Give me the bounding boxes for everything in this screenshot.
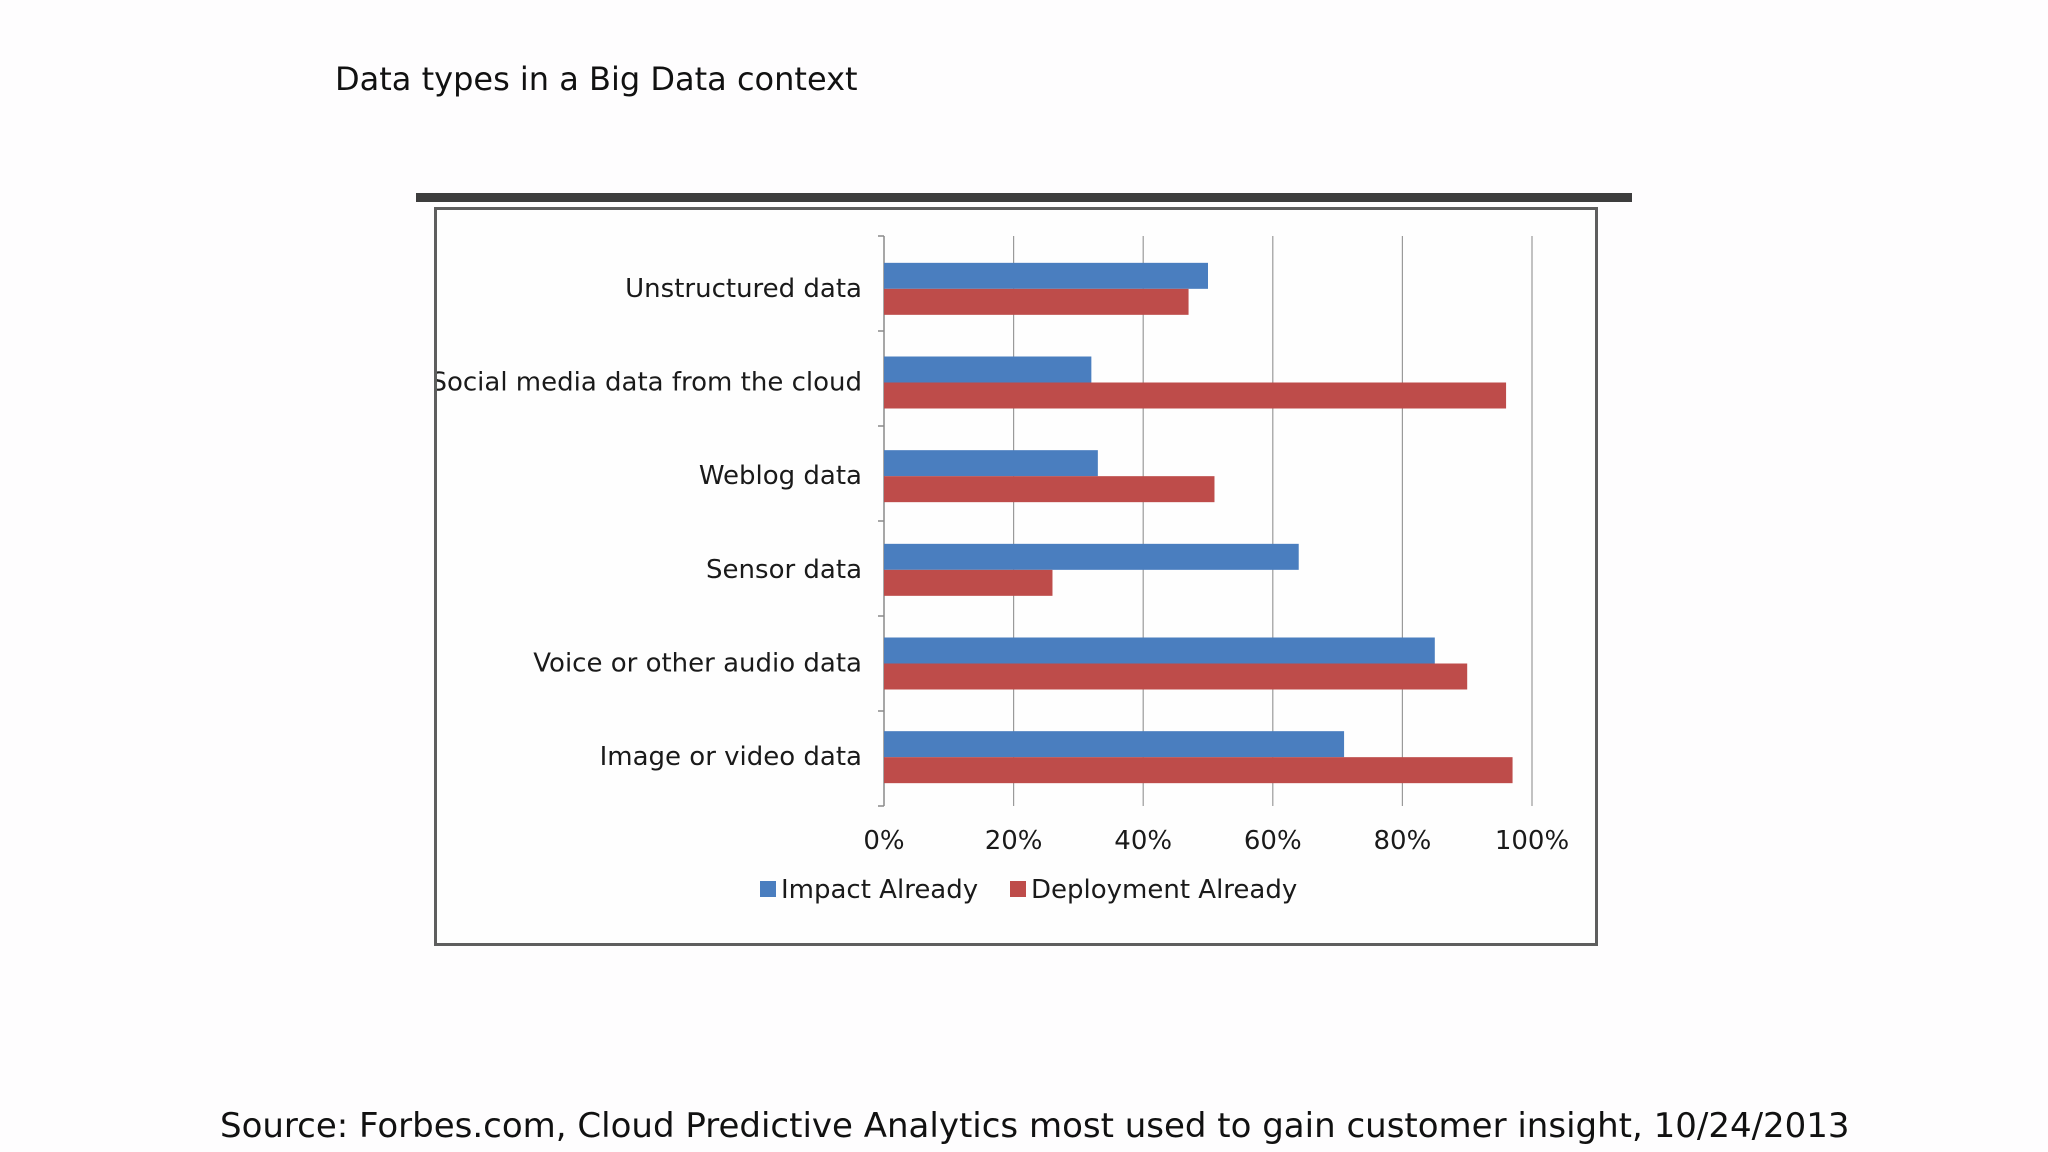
legend-swatch bbox=[1010, 881, 1026, 897]
category-label: Weblog data bbox=[699, 461, 862, 491]
category-label: Image or video data bbox=[600, 742, 862, 772]
bar-chart: Unstructured data Social media data from … bbox=[437, 235, 1569, 905]
legend-swatch bbox=[760, 881, 776, 897]
x-tick-label: 60% bbox=[1244, 826, 1302, 856]
category-label: Social media data from the cloud bbox=[437, 368, 862, 398]
deployment-bar bbox=[884, 288, 1189, 315]
legend-label: Impact Already bbox=[781, 875, 978, 905]
x-tick-label: 20% bbox=[985, 826, 1043, 856]
impact-bar bbox=[884, 356, 1092, 383]
x-tick-label: 100% bbox=[1495, 826, 1569, 856]
impact-bar bbox=[884, 543, 1299, 570]
deployment-bar bbox=[884, 569, 1053, 596]
deployment-bar bbox=[884, 476, 1215, 503]
impact-bar bbox=[884, 262, 1208, 289]
divider-rule bbox=[416, 193, 1632, 202]
deployment-bar bbox=[884, 382, 1507, 409]
deployment-bar bbox=[884, 757, 1513, 784]
x-tick-label: 0% bbox=[863, 826, 904, 856]
legend-label: Deployment Already bbox=[1031, 875, 1297, 905]
impact-bar bbox=[884, 450, 1098, 477]
source-caption: Source: Forbes.com, Cloud Predictive Ana… bbox=[220, 1106, 1850, 1146]
category-label: Sensor data bbox=[706, 555, 862, 585]
category-label: Voice or other audio data bbox=[533, 649, 862, 679]
x-tick-label: 80% bbox=[1374, 826, 1432, 856]
impact-bar bbox=[884, 637, 1435, 664]
category-label: Unstructured data bbox=[625, 274, 862, 304]
x-tick-label: 40% bbox=[1114, 826, 1172, 856]
deployment-bar bbox=[884, 663, 1468, 690]
impact-bar bbox=[884, 731, 1345, 758]
slide-title: Data types in a Big Data context bbox=[335, 60, 858, 98]
chart-frame: Unstructured data Social media data from … bbox=[434, 207, 1598, 946]
